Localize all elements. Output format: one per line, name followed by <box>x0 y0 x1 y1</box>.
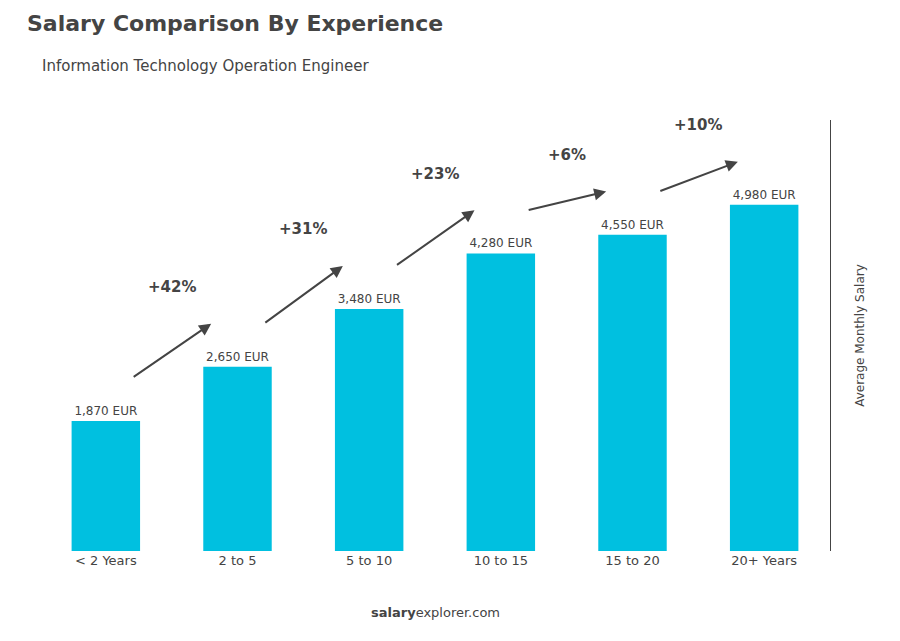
svg-text:+6%: +6% <box>548 146 586 164</box>
svg-text:+42%: +42% <box>148 278 196 296</box>
svg-text:1,870 EUR: 1,870 EUR <box>74 404 137 418</box>
svg-text:4,550 EUR: 4,550 EUR <box>601 218 664 232</box>
svg-text:+10%: +10% <box>674 116 722 134</box>
svg-text:salaryexplorer.com: salaryexplorer.com <box>371 605 500 620</box>
svg-text:15 to 20: 15 to 20 <box>605 553 659 568</box>
svg-text:+23%: +23% <box>411 165 459 183</box>
svg-text:< 2 Years: < 2 Years <box>75 553 137 568</box>
svg-text:Average Monthly Salary: Average Monthly Salary <box>853 264 867 407</box>
svg-text:4,980 EUR: 4,980 EUR <box>733 188 796 202</box>
svg-text:2 to 5: 2 to 5 <box>219 553 257 568</box>
svg-text:20+ Years: 20+ Years <box>731 553 797 568</box>
svg-text:10 to 15: 10 to 15 <box>474 553 528 568</box>
svg-text:4,280 EUR: 4,280 EUR <box>469 236 532 250</box>
svg-text:5 to 10: 5 to 10 <box>346 553 392 568</box>
svg-text:Information Technology Operati: Information Technology Operation Enginee… <box>42 57 369 75</box>
svg-text:2,650 EUR: 2,650 EUR <box>206 350 269 364</box>
svg-text:3,480 EUR: 3,480 EUR <box>338 292 401 306</box>
svg-text:+31%: +31% <box>279 220 327 238</box>
svg-text:Salary Comparison By Experienc: Salary Comparison By Experience <box>27 11 443 36</box>
